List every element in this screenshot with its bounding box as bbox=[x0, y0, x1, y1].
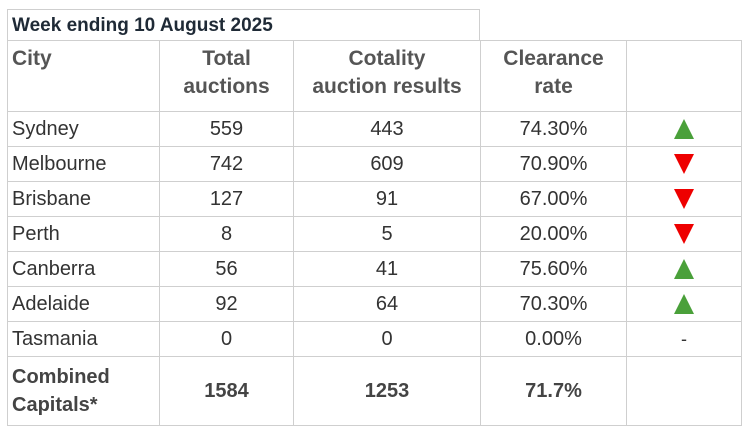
trend-cell bbox=[626, 216, 742, 252]
trend-cell bbox=[626, 111, 742, 147]
rate-cell: 70.30% bbox=[480, 286, 627, 322]
city-cell: Brisbane bbox=[7, 181, 160, 217]
results-cell: 41 bbox=[293, 251, 481, 287]
results-cell: 609 bbox=[293, 146, 481, 182]
rate-cell: 70.90% bbox=[480, 146, 627, 182]
trend-cell bbox=[626, 286, 742, 322]
col-header-total-auctions: Total auctions bbox=[159, 40, 294, 112]
total-cell: 559 bbox=[159, 111, 294, 147]
results-cell: 0 bbox=[293, 321, 481, 357]
trend-cell bbox=[626, 146, 742, 182]
table-row: Adelaide 92 64 70.30% bbox=[7, 286, 742, 322]
city-cell: Adelaide bbox=[7, 286, 160, 322]
triangle-down-icon bbox=[674, 189, 694, 210]
combined-rate: 71.7% bbox=[480, 356, 627, 426]
triangle-up-icon bbox=[674, 259, 694, 280]
trend-cell bbox=[626, 251, 742, 287]
triangle-down-icon bbox=[674, 154, 694, 175]
combined-row: Combined Capitals* 1584 1253 71.7% bbox=[7, 356, 742, 426]
table-row: Brisbane 127 91 67.00% bbox=[7, 181, 742, 217]
total-cell: 0 bbox=[159, 321, 294, 357]
total-cell: 8 bbox=[159, 216, 294, 252]
table-row: Melbourne 742 609 70.90% bbox=[7, 146, 742, 182]
table-row: Canberra 56 41 75.60% bbox=[7, 251, 742, 287]
triangle-up-icon bbox=[674, 119, 694, 140]
total-cell: 92 bbox=[159, 286, 294, 322]
trend-dash: - bbox=[681, 328, 687, 349]
combined-trend bbox=[626, 356, 742, 426]
triangle-down-icon bbox=[674, 224, 694, 245]
trend-cell: - bbox=[626, 321, 742, 357]
city-cell: Tasmania bbox=[7, 321, 160, 357]
rate-cell: 74.30% bbox=[480, 111, 627, 147]
auction-results-table: City Total auctions Cotality auction resul… bbox=[7, 40, 742, 426]
table-title: Week ending 10 August 2025 bbox=[7, 9, 480, 40]
city-cell: Sydney bbox=[7, 111, 160, 147]
col-header-trend bbox=[626, 40, 742, 112]
city-cell: Melbourne bbox=[7, 146, 160, 182]
city-cell: Canberra bbox=[7, 251, 160, 287]
rate-cell: 20.00% bbox=[480, 216, 627, 252]
table-row: Sydney 559 443 74.30% bbox=[7, 111, 742, 147]
combined-total: 1584 bbox=[159, 356, 294, 426]
table-row: Tasmania 0 0 0.00% - bbox=[7, 321, 742, 357]
combined-city: Combined Capitals* bbox=[7, 356, 160, 426]
total-cell: 127 bbox=[159, 181, 294, 217]
triangle-up-icon bbox=[674, 294, 694, 315]
results-cell: 64 bbox=[293, 286, 481, 322]
trend-cell bbox=[626, 181, 742, 217]
rate-cell: 67.00% bbox=[480, 181, 627, 217]
col-header-clearance-rate: Clearance rate bbox=[480, 40, 627, 112]
rate-cell: 0.00% bbox=[480, 321, 627, 357]
results-cell: 443 bbox=[293, 111, 481, 147]
total-cell: 742 bbox=[159, 146, 294, 182]
header-row: City Total auctions Cotality auction resul… bbox=[7, 40, 742, 112]
results-cell: 91 bbox=[293, 181, 481, 217]
col-header-auction-results: Cotality auction results bbox=[293, 40, 481, 112]
total-cell: 56 bbox=[159, 251, 294, 287]
rate-cell: 75.60% bbox=[480, 251, 627, 287]
city-cell: Perth bbox=[7, 216, 160, 252]
combined-results: 1253 bbox=[293, 356, 481, 426]
results-cell: 5 bbox=[293, 216, 481, 252]
table-row: Perth 8 5 20.00% bbox=[7, 216, 742, 252]
col-header-city: City bbox=[7, 40, 160, 112]
